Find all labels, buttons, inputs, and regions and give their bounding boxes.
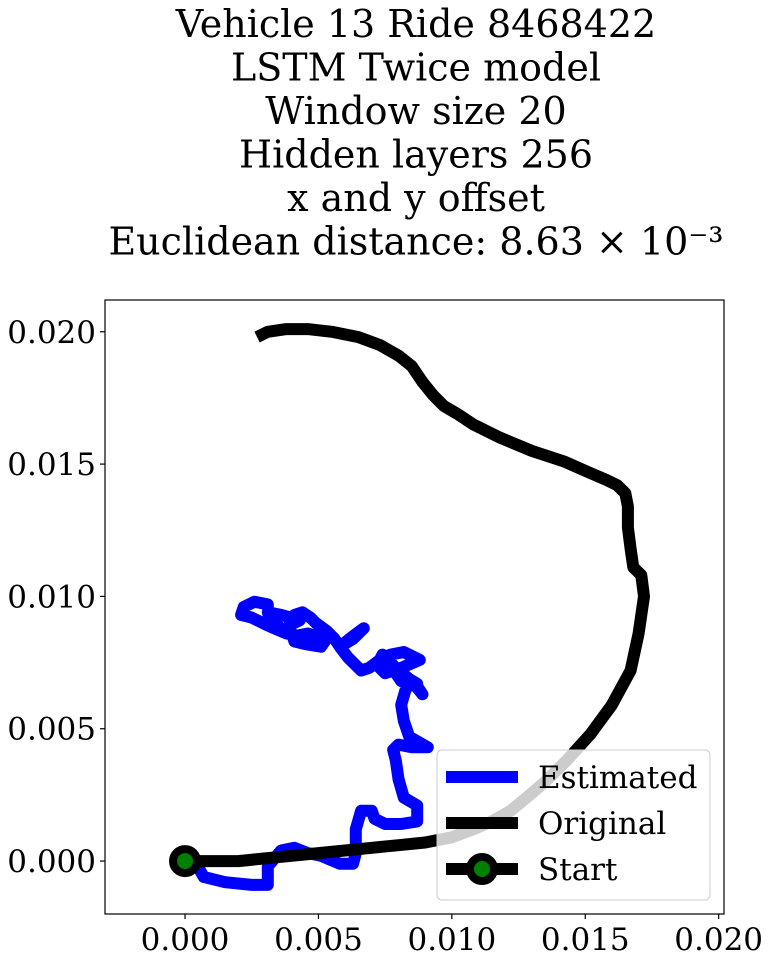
legend-box (436, 749, 711, 901)
x-tick-label: 0.010 (407, 922, 496, 958)
title-line-1: Vehicle 13 Ride 8468422 (175, 2, 656, 46)
x-tick-label: 0.000 (141, 922, 230, 958)
start-marker (169, 845, 202, 878)
series-line-original (185, 323, 650, 868)
title-line-2: LSTM Twice model (231, 46, 601, 90)
legend-label-original: Original (538, 806, 666, 842)
y-tick-label: 0.000 (7, 844, 96, 880)
y-axis: 0.000 0.005 0.010 0.015 0.020 (7, 315, 105, 880)
title-line-5: x and y offset (287, 176, 545, 220)
y-tick-label: 0.010 (7, 579, 96, 615)
x-tick-label: 0.005 (274, 922, 363, 958)
legend-label-estimated: Estimated (538, 760, 697, 796)
series-line-estimated (180, 595, 434, 891)
y-tick-label: 0.015 (7, 447, 96, 483)
series-layer (169, 323, 650, 891)
legend-start-marker (466, 853, 498, 885)
title-line-3: Window size 20 (265, 89, 566, 133)
y-tick-label: 0.005 (7, 712, 96, 748)
x-axis: 0.000 0.005 0.010 0.015 0.020 (141, 914, 763, 958)
title-line-6: Euclidean distance: 8.63 × 10⁻³ (108, 220, 723, 264)
x-tick-label: 0.015 (541, 922, 630, 958)
x-tick-label: 0.020 (674, 922, 763, 958)
legend-label-start: Start (538, 852, 618, 888)
legend: Estimated Original Start (436, 749, 711, 901)
y-tick-label: 0.020 (7, 315, 96, 351)
title-line-4: Hidden layers 256 (239, 133, 593, 177)
